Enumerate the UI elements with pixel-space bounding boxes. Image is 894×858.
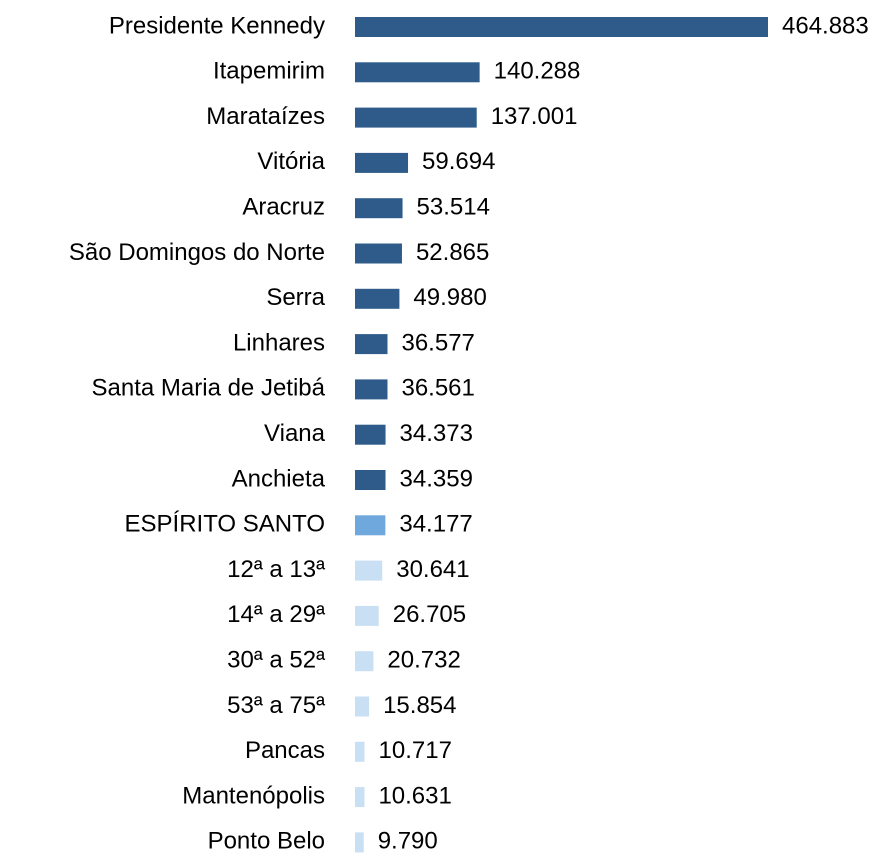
category-label: 14ª a 29ª xyxy=(227,601,325,628)
value-label: 30.641 xyxy=(396,556,469,583)
bar xyxy=(355,17,768,37)
category-label: 30ª a 52ª xyxy=(227,647,325,674)
category-label: Presidente Kennedy xyxy=(109,12,325,39)
category-label: Itapemirim xyxy=(213,58,325,85)
bar xyxy=(355,424,386,445)
bar xyxy=(355,515,386,536)
bar xyxy=(355,243,402,264)
bar xyxy=(355,470,386,490)
bar xyxy=(355,379,388,400)
value-label: 10.631 xyxy=(378,782,451,809)
value-label: 10.717 xyxy=(379,737,452,764)
bar xyxy=(355,651,374,672)
category-label: Pancas xyxy=(245,737,325,764)
bar xyxy=(355,334,388,355)
category-label: Vitória xyxy=(257,148,325,175)
value-label: 36.561 xyxy=(401,375,474,402)
bar xyxy=(355,152,409,173)
bar xyxy=(355,288,400,309)
value-label: 137.001 xyxy=(491,103,578,130)
value-label: 34.177 xyxy=(399,511,472,538)
bar xyxy=(355,696,370,717)
bar xyxy=(355,605,379,626)
value-label: 140.288 xyxy=(494,58,581,85)
category-label: Aracruz xyxy=(242,194,325,221)
value-label: 26.705 xyxy=(393,601,466,628)
category-label: Marataízes xyxy=(206,103,325,130)
value-label: 36.577 xyxy=(401,329,474,356)
category-label: Serra xyxy=(266,284,325,311)
bar xyxy=(355,107,477,128)
value-label: 20.732 xyxy=(387,647,460,674)
category-label: Mantenópolis xyxy=(182,782,325,809)
category-label: Viana xyxy=(264,420,326,447)
bar xyxy=(355,198,403,219)
bar xyxy=(355,560,383,581)
value-label: 15.854 xyxy=(383,692,456,719)
value-label: 59.694 xyxy=(422,148,495,175)
category-label: Santa Maria de Jetibá xyxy=(92,375,326,402)
bar xyxy=(355,62,480,83)
category-label: Linhares xyxy=(233,329,325,356)
category-label: 53ª a 75ª xyxy=(227,692,325,719)
value-label: 49.980 xyxy=(413,284,486,311)
bar xyxy=(355,787,365,808)
category-label: São Domingos do Norte xyxy=(69,239,325,266)
bar xyxy=(355,741,365,762)
bar xyxy=(355,832,364,853)
value-label: 9.790 xyxy=(378,828,438,855)
value-label: 52.865 xyxy=(416,239,489,266)
category-label: 12ª a 13ª xyxy=(227,556,325,583)
value-label: 53.514 xyxy=(417,194,490,221)
value-label: 34.359 xyxy=(400,465,473,492)
value-label: 464.883 xyxy=(782,12,869,39)
category-label: Ponto Belo xyxy=(208,828,325,855)
value-label: 34.373 xyxy=(400,420,473,447)
category-label: Anchieta xyxy=(232,465,326,492)
category-label: ESPÍRITO SANTO xyxy=(125,511,326,538)
